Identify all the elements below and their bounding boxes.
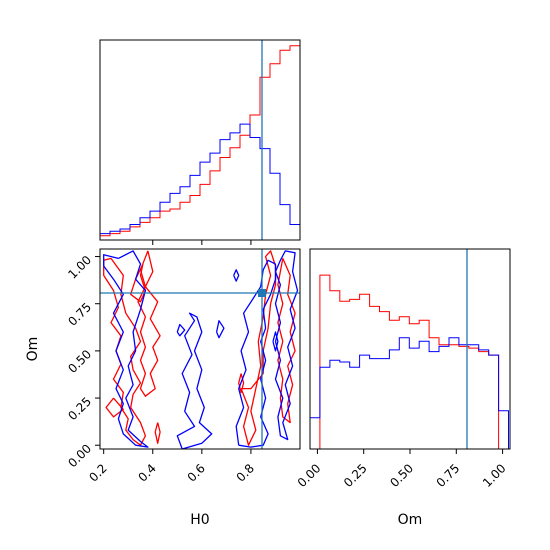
contour-blue-line-13 (176, 323, 186, 337)
contour-red-line-3 (105, 397, 124, 418)
contour-xtick-label-0: 0.2 (86, 461, 109, 484)
contour-ytick-label-0: 0.00 (65, 441, 94, 470)
om-histogram-blue-series (310, 337, 509, 449)
h0-histogram-frame (100, 40, 300, 240)
om-histogram-xlabel: Om (398, 512, 423, 528)
contour-red-line-1 (137, 250, 161, 397)
h0-histogram-ticks (152, 240, 252, 245)
contour-xlabel: H0 (190, 512, 209, 528)
contour-red-line-4 (154, 422, 161, 444)
contour-blue-line-8 (103, 250, 149, 448)
contour-ylabel: Om (25, 337, 41, 362)
contour-ytick-label-2: 0.50 (65, 347, 94, 376)
contour-blue-line-14 (233, 269, 240, 282)
contour-red-line-0 (103, 257, 147, 446)
contour-xtick-label-1: 0.4 (135, 461, 158, 484)
contour-truth-marker (258, 289, 266, 297)
contour-blue-line-15 (272, 331, 279, 352)
om-histogram-panel: 0.00 0.25 0.50 0.75 1.00 Om (295, 248, 511, 528)
contour-ytick-label-3: 0.75 (65, 300, 94, 329)
om-histogram-red-series (310, 274, 509, 449)
contour-series-group (103, 250, 299, 449)
om-histogram-xtick-label-1: 0.25 (341, 461, 370, 490)
contour-blue-line-9 (235, 259, 277, 448)
contour-border (99, 248, 301, 450)
contour-ytick-label-4: 1.00 (65, 253, 94, 282)
om-histogram-ticks: 0.00 0.25 0.50 0.75 1.00 (295, 449, 509, 490)
om-histogram-border (309, 248, 511, 450)
h0-histogram-border (99, 39, 301, 241)
om-histogram-xtick-label-3: 0.75 (434, 461, 463, 490)
om-histogram-series-group (310, 274, 509, 449)
contour-panel: 0.2 0.4 0.6 0.8 0.00 0.25 0.50 0.75 1.00 H0 Om (25, 248, 301, 528)
contour-blue-line-10 (274, 250, 299, 441)
h0-histogram-panel (99, 39, 301, 245)
om-histogram-xtick-label-4: 1.00 (480, 461, 509, 490)
contour-xtick-label-3: 0.8 (234, 461, 257, 484)
contour-blue-line-11 (176, 312, 213, 449)
h0-histogram-blue-series (99, 123, 301, 238)
contour-xtick-label-2: 0.6 (185, 461, 208, 484)
contour-ticks: 0.2 0.4 0.6 0.8 0.00 0.25 0.50 0.75 1.00 (65, 253, 257, 485)
contour-red-line-6 (277, 258, 296, 424)
contour-ytick-label-1: 0.25 (65, 394, 94, 423)
contour-blue-line-12 (215, 320, 225, 339)
om-histogram-xtick-label-2: 0.50 (387, 461, 416, 490)
h0-histogram-series-group (99, 45, 301, 238)
om-histogram-xtick-label-0: 0.00 (295, 461, 324, 490)
contour-red-line-5 (240, 250, 277, 446)
